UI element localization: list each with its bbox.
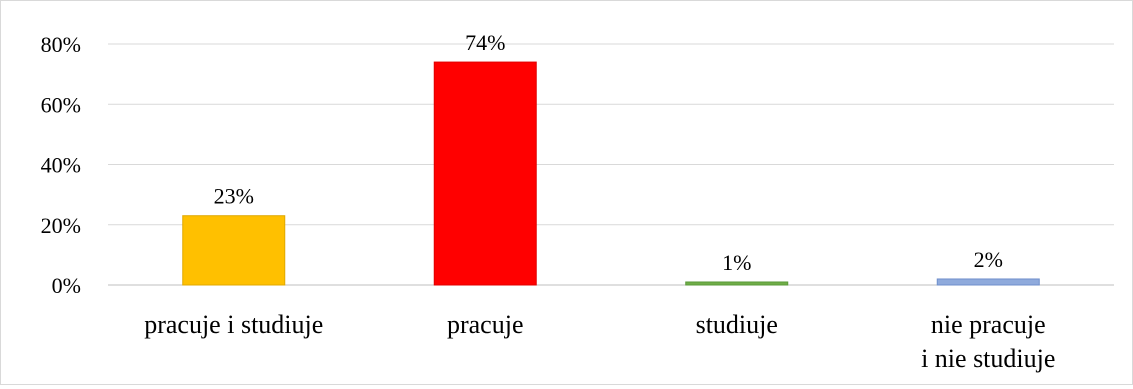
bar <box>685 281 789 286</box>
category-label: studiuje <box>696 310 778 339</box>
bar <box>936 278 1040 286</box>
data-labels: 23% 74% 1% 2% <box>214 30 1003 275</box>
data-label: 74% <box>465 30 505 55</box>
y-tick-label: 0% <box>52 273 81 298</box>
category-label: pracuje i studiuje <box>144 310 323 339</box>
category-label: nie pracuje i nie studiuje <box>921 310 1055 373</box>
category-label: pracuje <box>447 310 524 339</box>
data-label: 2% <box>974 247 1003 272</box>
x-axis-category-labels: pracuje i studiuje pracuje studiuje nie pra… <box>144 310 1055 373</box>
data-label: 23% <box>214 184 254 209</box>
y-tick-label: 60% <box>41 92 81 117</box>
y-tick-label: 40% <box>41 153 81 178</box>
y-tick-label: 20% <box>41 213 81 238</box>
data-label: 1% <box>722 250 751 275</box>
bars <box>182 61 1040 286</box>
bar <box>182 215 286 286</box>
bar <box>433 61 537 286</box>
y-tick-label: 80% <box>41 32 81 57</box>
y-axis-tick-labels: 0% 20% 40% 60% 80% <box>41 32 81 298</box>
